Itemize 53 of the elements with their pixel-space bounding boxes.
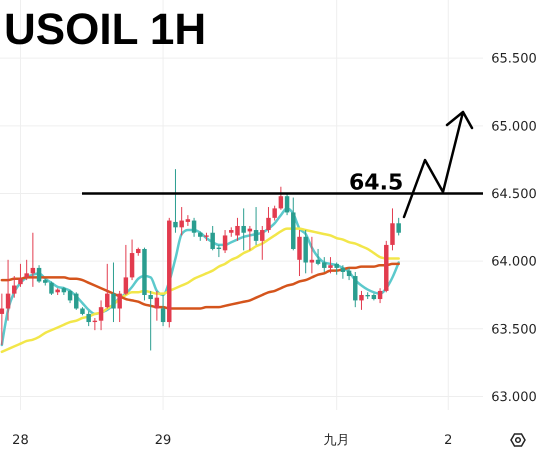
candlestick bbox=[6, 259, 10, 322]
candlestick bbox=[105, 263, 110, 310]
candlestick bbox=[241, 208, 246, 251]
candlestick bbox=[272, 205, 277, 222]
candlestick bbox=[98, 300, 104, 331]
candlestick bbox=[124, 244, 128, 296]
candlestick bbox=[359, 290, 364, 310]
candlestick bbox=[310, 236, 314, 274]
candlestick bbox=[248, 225, 252, 251]
x-tick-label: 九月 bbox=[324, 433, 350, 448]
candlestick bbox=[173, 168, 178, 234]
y-tick-label: 63.500 bbox=[491, 322, 537, 338]
candlestick bbox=[30, 232, 36, 288]
candlestick bbox=[254, 206, 258, 246]
candlestick bbox=[222, 230, 228, 254]
candlestick bbox=[49, 280, 54, 296]
candlestick bbox=[92, 317, 98, 331]
x-tick-label: 2 bbox=[444, 433, 452, 448]
candlestick bbox=[378, 288, 382, 304]
candlestick bbox=[117, 290, 122, 323]
candlestick bbox=[284, 193, 290, 216]
candlestick bbox=[86, 310, 91, 327]
y-tick-label: 63.000 bbox=[491, 390, 537, 406]
y-tick-label: 65.500 bbox=[491, 52, 537, 67]
candlestick bbox=[297, 230, 302, 277]
candlestick bbox=[0, 293, 4, 346]
candlestick bbox=[346, 267, 352, 281]
y-tick-label: 65.000 bbox=[491, 119, 537, 134]
candlestick bbox=[148, 290, 153, 351]
chart-title: USOIL 1H bbox=[4, 5, 206, 54]
candlestick bbox=[154, 290, 160, 322]
candlestick bbox=[198, 230, 202, 242]
candlestick bbox=[328, 256, 333, 274]
candlestick bbox=[340, 264, 346, 280]
candlestick bbox=[160, 294, 166, 327]
candlestick bbox=[396, 217, 401, 236]
candlestick bbox=[390, 208, 395, 251]
candlestick bbox=[334, 262, 339, 276]
y-tick-label: 64.000 bbox=[491, 254, 537, 270]
x-tick-label: 28 bbox=[12, 433, 29, 448]
candlestick bbox=[24, 259, 29, 281]
candlestick bbox=[12, 276, 16, 298]
x-tick-label: 29 bbox=[154, 433, 172, 448]
candlestick bbox=[18, 263, 23, 288]
candlestick bbox=[111, 262, 116, 323]
line-series bbox=[0, 262, 400, 310]
y-tick-label: 64.500 bbox=[491, 187, 537, 202]
candlestick bbox=[266, 206, 271, 234]
candlestick bbox=[260, 225, 265, 260]
ref-line-label: 64.5 bbox=[349, 170, 404, 196]
candlestick bbox=[192, 217, 196, 238]
candlestick bbox=[278, 186, 284, 210]
line-series bbox=[0, 227, 400, 354]
